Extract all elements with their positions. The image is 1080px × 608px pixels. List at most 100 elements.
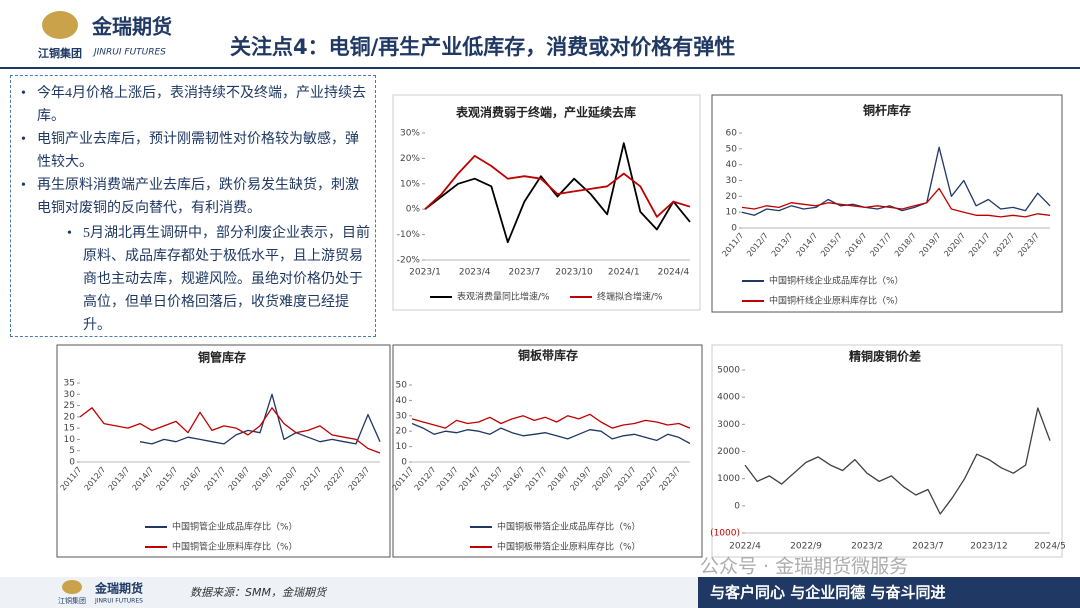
x-tick-label: 2012/7 — [413, 465, 438, 492]
legend-label: 表观消费量同比增速/% — [457, 291, 550, 303]
logo-brand: 金瑞期货 — [91, 15, 172, 39]
chart-title: 精铜废铜价差 — [849, 349, 921, 364]
y-tick-label: 0 — [69, 458, 75, 468]
x-tick-label: 2015/7 — [819, 231, 844, 258]
legend-label: 中国铜管企业原料库存比（%） — [172, 541, 298, 553]
chart-frame — [392, 94, 701, 311]
x-tick-label: 2017/7 — [202, 465, 227, 492]
x-tick-label: 2011/7 — [720, 231, 745, 258]
x-tick-label: 2024/5 — [1034, 542, 1066, 552]
y-tick-label: 3000 — [717, 420, 740, 430]
y-tick-label: 50 — [726, 144, 738, 154]
y-tick-label: 20% — [400, 154, 420, 164]
x-tick-label: 2020/7 — [942, 231, 967, 258]
chart-title: 铜杆库存 — [863, 103, 911, 118]
y-tick-label: 40 — [726, 160, 738, 170]
slide-title: 关注点4：电铜/再生产业低库存，消费或对价格有弹性 — [230, 35, 735, 59]
footer-group: 江铜集团 — [58, 596, 86, 605]
y-tick-label: 20 — [726, 192, 738, 202]
x-tick-label: 2023/7 — [912, 542, 944, 552]
y-tick-label: 30 — [396, 411, 408, 421]
x-tick-label: 2012/7 — [745, 231, 770, 258]
legend-label: 中国铜管企业成品库存比（%） — [172, 521, 298, 533]
x-tick-label: 2024/4 — [658, 268, 690, 278]
logo-brand-en: JINRUI FUTURES — [92, 48, 166, 58]
y-tick-label: 25 — [64, 401, 75, 411]
x-tick-label: 2011/7 — [58, 465, 83, 492]
series-line — [424, 142, 691, 244]
x-tick-label: 2019/7 — [568, 465, 593, 492]
bullet: 再生原料消费端产业去库后，跌价易发生缺货，刺激电铜对废铜的反向替代，有利消费。 — [15, 174, 371, 220]
x-tick-label: 2022/7 — [991, 231, 1016, 258]
x-tick-label: 2023/2 — [851, 542, 883, 552]
x-tick-label: 2013/7 — [770, 231, 795, 258]
x-tick-label: 2011/7 — [390, 465, 415, 492]
y-tick-label: 0 — [734, 501, 740, 511]
x-tick-label: 2014/7 — [794, 231, 819, 258]
y-tick-label: 30 — [726, 176, 738, 186]
y-tick-label: 0 — [731, 224, 737, 234]
x-tick-label: 2023/1 — [409, 268, 441, 278]
slogan: 与客户同心 与企业同德 与奋斗同进 — [710, 584, 945, 602]
x-tick-label: 2021/7 — [967, 231, 992, 258]
bullet: 电铜产业去库后，预计刚需韧性对价格较为敏感，弹性较大。 — [15, 128, 371, 174]
x-tick-label: 2022/9 — [790, 542, 822, 552]
footer-logo — [62, 580, 82, 594]
chart-frame — [711, 94, 1063, 313]
x-tick-label: 2018/7 — [893, 231, 918, 258]
series-line — [411, 413, 691, 429]
x-tick-label: 2023/7 — [657, 465, 682, 492]
y-tick-label: 4000 — [717, 393, 740, 403]
chart-title: 铜管库存 — [198, 350, 246, 365]
x-tick-label: 2019/7 — [918, 231, 943, 258]
legend-label: 中国铜杆线企业成品库存比（%） — [769, 275, 904, 287]
series-line — [741, 146, 1051, 216]
x-tick-label: 2022/4 — [729, 542, 761, 552]
y-tick-label: 20 — [64, 412, 76, 422]
x-tick-label: 2022/7 — [322, 465, 347, 492]
x-tick-label: 2017/7 — [524, 465, 549, 492]
x-tick-label: 2016/7 — [844, 231, 869, 258]
watermark: 公众号 · 金瑞期货微服务 — [700, 556, 908, 578]
legend-label: 中国铜板带箔企业原料库存比（%） — [497, 541, 641, 553]
x-tick-label: 2013/7 — [435, 465, 460, 492]
y-tick-label: 10% — [400, 179, 420, 189]
y-tick-label: -10% — [397, 230, 421, 240]
y-tick-label: 5000 — [717, 366, 740, 376]
x-tick-label: 2024/1 — [608, 268, 640, 278]
y-tick-label: 10 — [726, 208, 738, 218]
x-tick-label: 2017/7 — [868, 231, 893, 258]
x-tick-label: 2019/7 — [250, 465, 275, 492]
bullet-box: 今年4月价格上涨后，表消持续不及终端，产业持续去库。电铜产业去库后，预计刚需韧性… — [10, 75, 376, 337]
y-tick-label: 40 — [396, 396, 408, 406]
x-tick-label: 2013/7 — [106, 465, 131, 492]
source-note: 数据来源：SMM，金瑞期货 — [190, 586, 328, 599]
y-tick-label: 30 — [64, 390, 76, 400]
y-tick-label: 60 — [726, 129, 738, 139]
chart-frame — [56, 344, 391, 558]
y-tick-label: 15 — [64, 424, 75, 434]
y-tick-label: 0% — [406, 205, 421, 215]
x-tick-label: 2023/7 — [346, 465, 371, 492]
x-tick-label: 2021/7 — [298, 465, 323, 492]
legend-label: 中国铜板带箔企业成品库存比（%） — [497, 521, 641, 533]
chart-frame — [711, 344, 1063, 558]
x-tick-label: 2016/7 — [178, 465, 203, 492]
x-tick-label: 2023/12 — [970, 542, 1007, 552]
y-tick-label: (1000) — [710, 529, 740, 539]
y-tick-label: 0 — [401, 458, 407, 468]
x-tick-label: 2020/7 — [591, 465, 616, 492]
y-tick-label: 2000 — [717, 447, 740, 457]
x-tick-label: 2022/7 — [635, 465, 660, 492]
y-tick-label: 30% — [400, 129, 420, 139]
chart-title: 表观消费弱于终端，产业延续去库 — [455, 105, 636, 120]
y-tick-label: 20 — [396, 427, 408, 437]
logo — [42, 11, 78, 39]
series-line — [79, 407, 381, 454]
logo-group: 江铜集团 — [38, 46, 82, 60]
y-tick-label: 10 — [64, 435, 76, 445]
series-line — [744, 407, 1051, 515]
x-tick-label: 2014/7 — [457, 465, 482, 492]
footer-brand: 金瑞期货 — [94, 581, 143, 596]
